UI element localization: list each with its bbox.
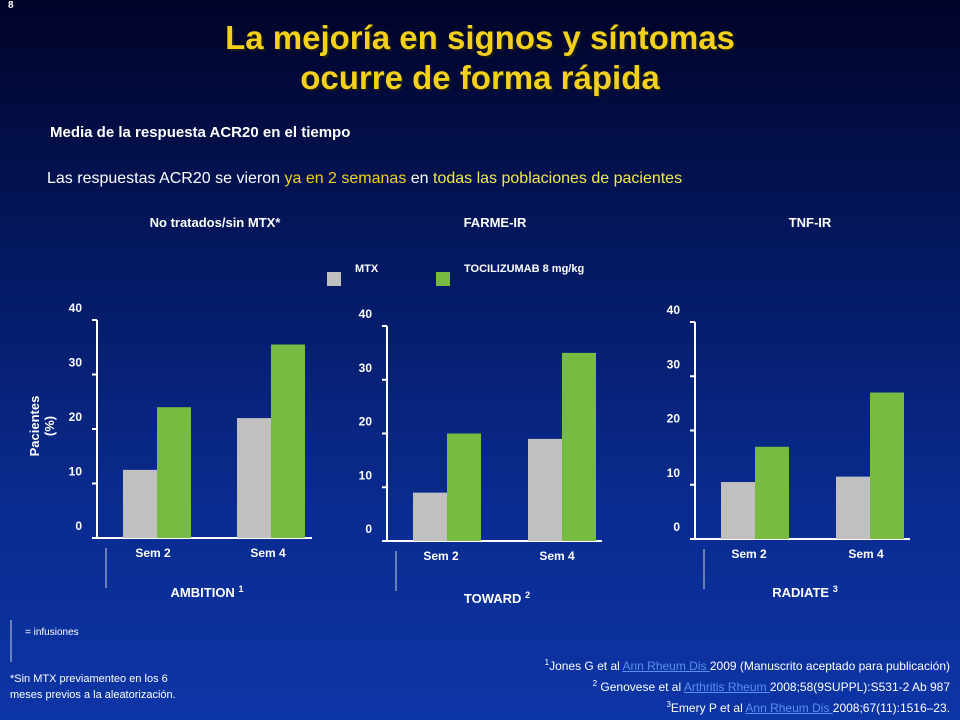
y-tick-label: 30 — [359, 361, 373, 375]
reference-3-link[interactable]: Ann Rheum Dis — [745, 701, 833, 715]
x-category-label: Sem 2 — [731, 547, 767, 561]
x-category-label: Sem 2 — [423, 549, 459, 563]
y-tick-label: 10 — [69, 465, 83, 479]
y-tick-label: 40 — [69, 301, 83, 315]
y-tick-label: 40 — [667, 303, 681, 317]
footnote-line-2: meses previos a la aleatorización. — [10, 689, 176, 701]
bar-mtx-sem-2 — [413, 492, 447, 541]
y-tick-label: 10 — [667, 466, 681, 480]
group-title-tnf-ir: TNF-IR — [788, 215, 832, 230]
bar-tocilizumab-sem-2 — [157, 407, 191, 538]
group-title-untreated: No tratados/sin MTX* — [149, 215, 281, 230]
bar-tocilizumab-sem-4 — [562, 352, 596, 541]
bar-mtx-sem-2 — [123, 469, 157, 538]
infusion-marker-icon — [10, 620, 12, 662]
slide-number: 8 — [8, 0, 14, 11]
references: 1Jones G et al Ann Rheum Dis 2009 (Manus… — [545, 654, 950, 717]
legend-label-tocilizumab: TOCILIZUMAB 8 mg/kg — [464, 263, 585, 275]
chart-title-superscript: 2 — [525, 590, 530, 600]
bar-mtx-sem-4 — [237, 418, 271, 538]
group-title-dmard-ir: FARME-IR — [463, 215, 527, 230]
chart-subtitle: Media de la respuesta ACR20 en el tiempo — [50, 124, 351, 141]
statement-part-1: Las respuestas ACR20 se vieron — [47, 170, 285, 187]
x-category-label: Sem 2 — [135, 546, 171, 560]
key-statement: Las respuestas ACR20 se vieron ya en 2 s… — [47, 170, 682, 188]
bar-mtx-sem-4 — [528, 438, 562, 541]
y-tick-label: 0 — [75, 519, 82, 533]
y-tick-label: 20 — [359, 415, 373, 429]
bar-tocilizumab-sem-4 — [271, 344, 305, 538]
chart-title: RADIATE 3 — [772, 584, 837, 600]
bar-mtx-sem-4 — [836, 476, 870, 539]
footnote: *Sin MTX previamenteo en los 6 meses pre… — [10, 671, 230, 703]
title-line-2: ocurre de forma rápida — [300, 59, 660, 96]
reference-1: 1Jones G et al Ann Rheum Dis 2009 (Manus… — [544, 658, 950, 673]
statement-part-3: en — [406, 170, 434, 187]
y-tick-label: 20 — [667, 412, 681, 426]
chart-title-superscript: 3 — [833, 584, 838, 594]
y-tick-label: 10 — [359, 468, 373, 482]
legend-swatch-mtx — [327, 272, 341, 286]
bar-mtx-sem-2 — [721, 482, 755, 539]
bar-tocilizumab-sem-4 — [870, 392, 904, 539]
reference-2-link[interactable]: Arthritis Rheum — [683, 680, 770, 694]
footnote-line-1: *Sin MTX previamenteo en los 6 — [10, 673, 168, 685]
infusion-legend-note: = infusiones — [25, 627, 79, 638]
reference-2: 2 Genovese et al Arthritis Rheum 2008;58… — [592, 679, 950, 694]
legend-swatch-tocilizumab — [436, 272, 450, 286]
x-category-label: Sem 4 — [848, 547, 884, 561]
chart-title-superscript: 1 — [238, 584, 243, 594]
page-title: La mejoría en signos y síntomas ocurre d… — [0, 18, 960, 98]
statement-highlight-1: ya en 2 semanas — [284, 170, 407, 187]
chart-title: TOWARD 2 — [464, 590, 530, 606]
reference-1-link[interactable]: Ann Rheum Dis — [622, 659, 710, 673]
chart-title: AMBITION 1 — [171, 584, 244, 600]
y-tick-label: 0 — [365, 522, 372, 536]
y-tick-label: 40 — [359, 307, 373, 321]
title-line-1: La mejoría en signos y síntomas — [225, 19, 735, 56]
legend-label-mtx: MTX — [355, 263, 379, 275]
x-category-label: Sem 4 — [539, 549, 575, 563]
x-category-label: Sem 4 — [250, 546, 286, 560]
y-tick-label: 30 — [667, 357, 681, 371]
statement-highlight-2: todas las poblaciones de pacientes — [433, 170, 683, 187]
y-tick-label: 0 — [673, 520, 680, 534]
y-tick-label: 20 — [69, 410, 83, 424]
reference-3: 3Emery P et al Ann Rheum Dis 2008;67(11)… — [666, 700, 950, 715]
bar-tocilizumab-sem-2 — [447, 433, 481, 541]
y-tick-label: 30 — [69, 356, 83, 370]
bar-tocilizumab-sem-2 — [755, 446, 789, 539]
